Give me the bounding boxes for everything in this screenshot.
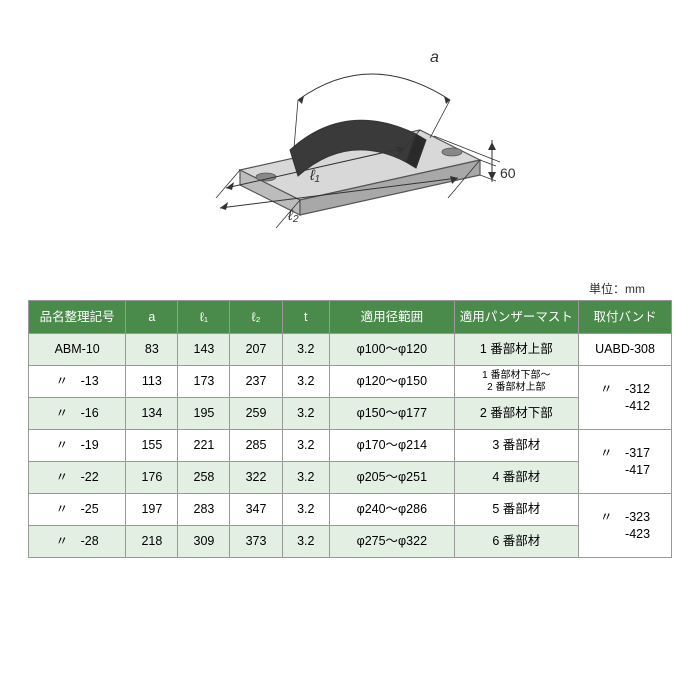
cell-range: φ120～φ150	[330, 366, 455, 398]
cell-l2: 285	[230, 430, 282, 462]
cell-band: 〃 -312 -412	[579, 366, 672, 430]
th-a: a	[126, 301, 178, 334]
cell-l1: 309	[178, 526, 230, 558]
header-row: 品名整理記号 a ℓ₁ ℓ₂ t 適用径範囲 適用パンザーマスト 取付バンド	[29, 301, 672, 334]
unit-label: 単位：mm	[589, 280, 645, 297]
cell-l2: 347	[230, 494, 282, 526]
cell-a: 113	[126, 366, 178, 398]
dim-h: 60	[500, 165, 516, 181]
cell-l1: 283	[178, 494, 230, 526]
cell-mast: 3 番部材	[454, 430, 579, 462]
cell-l2: 373	[230, 526, 282, 558]
cell-band: 〃 -323 -423	[579, 494, 672, 558]
cell-l2: 322	[230, 462, 282, 494]
cell-a: 155	[126, 430, 178, 462]
cell-name: 〃 -19	[29, 430, 126, 462]
cell-mast: 4 番部材	[454, 462, 579, 494]
dim-l2: ℓ₂	[287, 207, 299, 224]
cell-a: 218	[126, 526, 178, 558]
cell-l2: 237	[230, 366, 282, 398]
cell-name: 〃 -16	[29, 398, 126, 430]
table-row: ABM-10831432073.2φ100～φ1201 番部材上部UABD-30…	[29, 334, 672, 366]
cell-name: 〃 -22	[29, 462, 126, 494]
table-row: 〃 -131131732373.2φ120～φ1501 番部材下部～2 番部材上…	[29, 366, 672, 398]
table-row: 〃 -161341952593.2φ150～φ1772 番部材下部	[29, 398, 672, 430]
th-range: 適用径範囲	[330, 301, 455, 334]
cell-l2: 259	[230, 398, 282, 430]
cell-t: 3.2	[282, 494, 330, 526]
cell-range: φ275～φ322	[330, 526, 455, 558]
th-mast: 適用パンザーマスト	[454, 301, 579, 334]
dim-l1: ℓ₁	[309, 167, 320, 184]
cell-band: UABD-308	[579, 334, 672, 366]
cell-l1: 143	[178, 334, 230, 366]
cell-mast: 1 番部材下部～2 番部材上部	[454, 366, 579, 398]
cell-t: 3.2	[282, 366, 330, 398]
cell-band: 〃 -317 -417	[579, 430, 672, 494]
cell-l1: 173	[178, 366, 230, 398]
cell-l1: 221	[178, 430, 230, 462]
cell-mast: 6 番部材	[454, 526, 579, 558]
cell-name: 〃 -25	[29, 494, 126, 526]
cell-a: 176	[126, 462, 178, 494]
cell-name: ABM-10	[29, 334, 126, 366]
cell-mast: 1 番部材上部	[454, 334, 579, 366]
spec-table-container: 品名整理記号 a ℓ₁ ℓ₂ t 適用径範囲 適用パンザーマスト 取付バンド A…	[28, 300, 672, 558]
cell-t: 3.2	[282, 398, 330, 430]
table-row: 〃 -251972833473.2φ240～φ2865 番部材〃 -323 -4…	[29, 494, 672, 526]
cell-l2: 207	[230, 334, 282, 366]
table-row: 〃 -191552212853.2φ170～φ2143 番部材〃 -317 -4…	[29, 430, 672, 462]
th-t: t	[282, 301, 330, 334]
cell-range: φ170～φ214	[330, 430, 455, 462]
spec-table: 品名整理記号 a ℓ₁ ℓ₂ t 適用径範囲 適用パンザーマスト 取付バンド A…	[28, 300, 672, 558]
diagram-svg: a ℓ₁ ℓ₂ 60	[180, 30, 520, 240]
cell-name: 〃 -13	[29, 366, 126, 398]
cell-range: φ100～φ120	[330, 334, 455, 366]
table-body: ABM-10831432073.2φ100～φ1201 番部材上部UABD-30…	[29, 334, 672, 558]
cell-a: 197	[126, 494, 178, 526]
cell-range: φ240～φ286	[330, 494, 455, 526]
cell-l1: 258	[178, 462, 230, 494]
cell-t: 3.2	[282, 334, 330, 366]
cell-mast: 5 番部材	[454, 494, 579, 526]
cell-a: 134	[126, 398, 178, 430]
dim-a: a	[430, 49, 439, 66]
cell-mast: 2 番部材下部	[454, 398, 579, 430]
th-band: 取付バンド	[579, 301, 672, 334]
cell-t: 3.2	[282, 430, 330, 462]
cell-t: 3.2	[282, 526, 330, 558]
cell-l1: 195	[178, 398, 230, 430]
product-diagram: a ℓ₁ ℓ₂ 60	[180, 30, 520, 240]
cell-range: φ205～φ251	[330, 462, 455, 494]
cell-range: φ150～φ177	[330, 398, 455, 430]
cell-a: 83	[126, 334, 178, 366]
cell-t: 3.2	[282, 462, 330, 494]
table-row: 〃 -282183093733.2φ275～φ3226 番部材	[29, 526, 672, 558]
th-name: 品名整理記号	[29, 301, 126, 334]
th-l2: ℓ₂	[230, 301, 282, 334]
th-l1: ℓ₁	[178, 301, 230, 334]
cell-name: 〃 -28	[29, 526, 126, 558]
table-row: 〃 -221762583223.2φ205～φ2514 番部材	[29, 462, 672, 494]
